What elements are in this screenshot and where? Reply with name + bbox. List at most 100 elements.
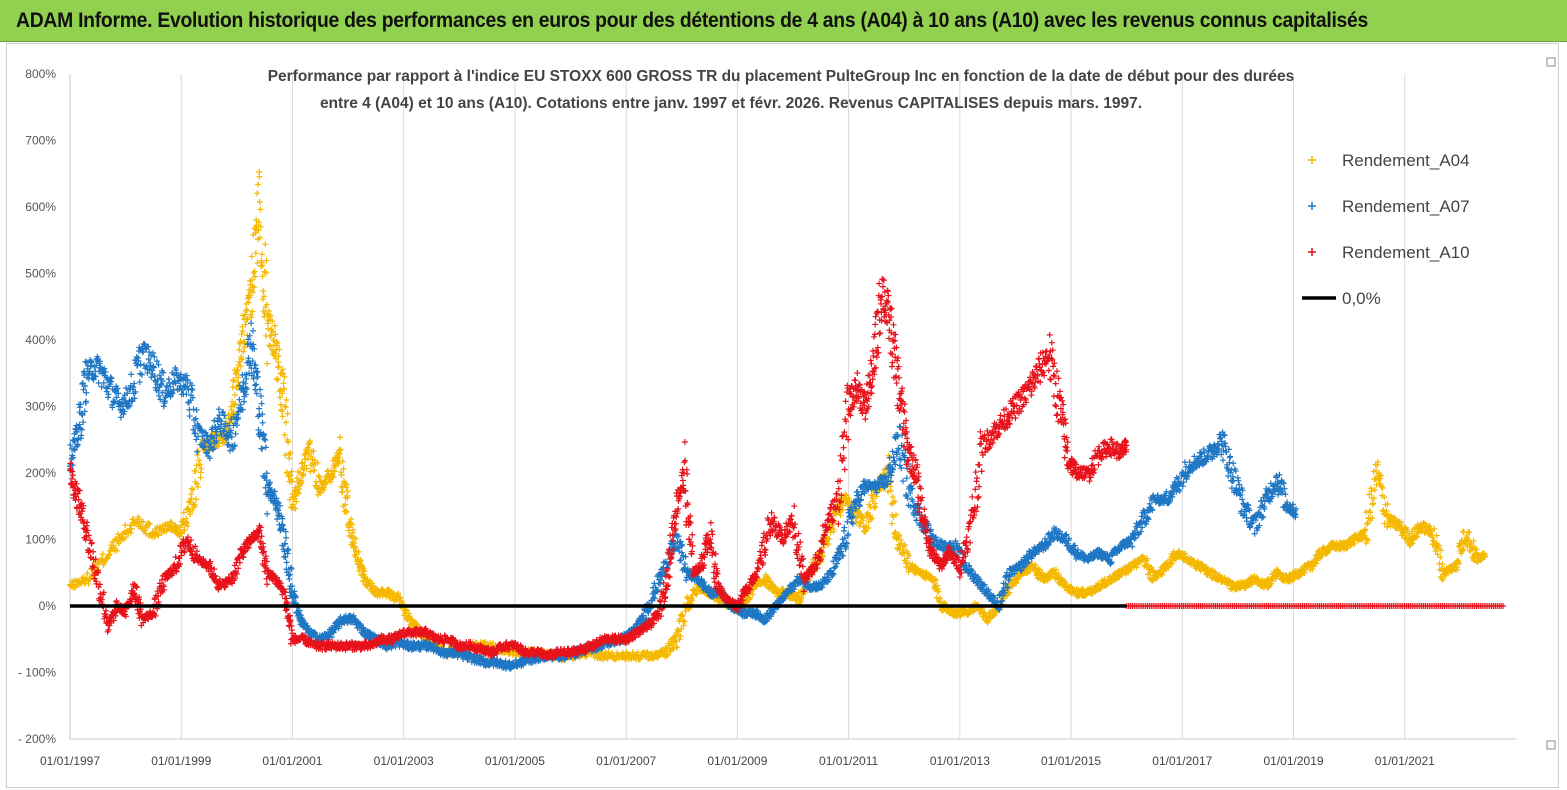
y-tick-label: 0% [39, 599, 57, 613]
data-point [888, 520, 895, 527]
x-tick-label: 01/01/2003 [374, 754, 434, 768]
data-point [283, 534, 290, 541]
data-point [269, 318, 276, 325]
data-point [130, 516, 137, 523]
data-point [842, 491, 849, 498]
x-tick-label: 01/01/2009 [707, 754, 767, 768]
x-tick-label: 01/01/1999 [151, 754, 211, 768]
data-point [193, 496, 200, 503]
data-point [1370, 500, 1377, 507]
data-point [273, 338, 280, 345]
data-point [248, 320, 255, 327]
data-point [262, 444, 269, 451]
scatter-chart: 800%700%600%500%400%300%200%100%0%- 100%… [18, 57, 1556, 768]
data-point [274, 376, 281, 383]
y-tick-label: 300% [25, 400, 56, 414]
data-point [244, 315, 251, 322]
x-tick-label: 01/01/2017 [1152, 754, 1212, 768]
data-point [509, 651, 516, 658]
y-tick-label: - 200% [18, 732, 56, 746]
data-point [264, 311, 271, 318]
data-point [250, 269, 257, 276]
data-point [255, 218, 262, 225]
data-point [352, 543, 359, 550]
data-point [323, 480, 330, 487]
data-point [95, 380, 102, 387]
data-point [288, 468, 295, 475]
data-point [230, 377, 237, 384]
data-point [343, 509, 350, 516]
data-point [342, 507, 349, 514]
data-point [103, 556, 110, 563]
data-point [338, 469, 345, 476]
data-point [331, 468, 338, 475]
data-point [265, 325, 272, 332]
x-axis-ticks: 01/01/1997 01/01/1999 01/01/2001 01/01/2003… [40, 754, 1435, 768]
chart-area[interactable]: 800% 700% 600% 500% 400% 300% 200% 100% 0% - 100%… [6, 43, 1559, 788]
data-point [275, 363, 282, 370]
y-tick-label: 200% [25, 466, 56, 480]
data-point [260, 293, 267, 300]
data-point [281, 385, 288, 392]
chart-title-line-1: Performance par rapport à l'indice EU ST… [268, 68, 1295, 85]
data-point [665, 651, 672, 658]
y-tick-label: 400% [25, 333, 56, 347]
data-point [614, 649, 621, 656]
data-point [336, 450, 343, 457]
data-point [315, 472, 322, 479]
data-point [128, 371, 135, 378]
data-point [350, 527, 357, 534]
data-point [322, 478, 329, 485]
data-point [307, 453, 314, 460]
data-point [252, 250, 259, 257]
data-point [155, 392, 162, 399]
data-point [215, 406, 222, 413]
data-point [263, 257, 270, 264]
data-point [268, 332, 275, 339]
data-point [872, 503, 879, 510]
data-point [101, 559, 108, 566]
data-point [267, 312, 274, 319]
data-point [656, 581, 663, 588]
data-point [263, 269, 270, 276]
data-point [284, 470, 291, 477]
data-point [242, 311, 249, 318]
data-point [249, 308, 256, 315]
data-point [352, 535, 359, 542]
data-point [337, 446, 344, 453]
data-point [355, 567, 362, 574]
data-point [273, 375, 280, 382]
data-point [83, 389, 90, 396]
data-point [259, 262, 266, 269]
data-point [261, 313, 268, 320]
data-point [167, 518, 174, 525]
data-point [307, 437, 314, 444]
data-point [265, 308, 272, 315]
chart-title-line-2: entre 4 (A04) et 10 ans (A10). Cotations… [320, 95, 1142, 112]
data-point [253, 222, 260, 229]
data-point [238, 355, 245, 362]
data-point [127, 529, 134, 536]
data-point [259, 273, 266, 280]
data-series [67, 168, 1506, 672]
data-point [1439, 561, 1446, 568]
data-point [276, 346, 283, 353]
data-point [289, 478, 296, 485]
data-point [255, 226, 262, 233]
data-point [295, 490, 302, 497]
data-point [262, 241, 269, 248]
data-point [142, 530, 149, 537]
data-point [194, 484, 201, 491]
data-point [124, 529, 131, 536]
data-point [348, 521, 355, 528]
data-point [85, 580, 92, 587]
x-tick-label: 01/01/2013 [930, 754, 990, 768]
data-point [340, 465, 347, 472]
x-tick-label: 01/01/2001 [262, 754, 322, 768]
data-point [242, 321, 249, 328]
vertical-grid [69, 74, 1516, 740]
data-point [278, 408, 285, 415]
data-point [235, 374, 242, 381]
data-point [342, 501, 349, 508]
y-tick-label: - 100% [18, 666, 56, 680]
